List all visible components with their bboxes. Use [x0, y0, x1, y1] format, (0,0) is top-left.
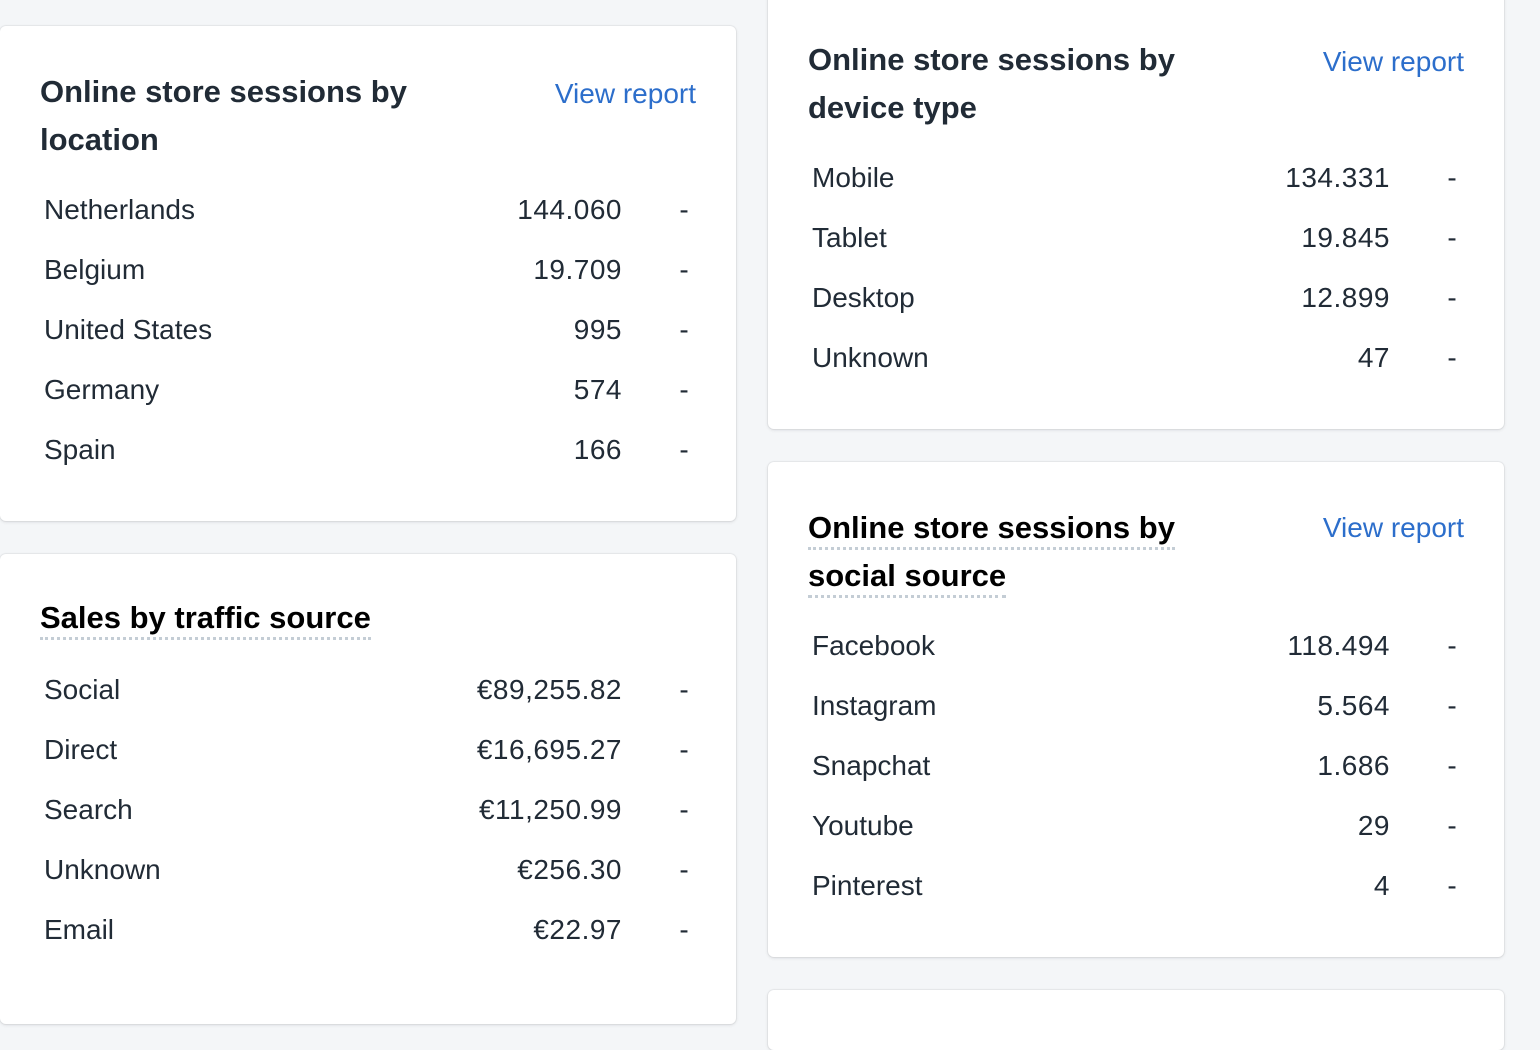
- table-row: Email €22.97 -: [44, 900, 692, 960]
- table-row: Mobile 134.331 -: [812, 148, 1460, 208]
- row-value: 1.686: [1317, 750, 1390, 781]
- view-report-link[interactable]: View report: [1322, 512, 1464, 543]
- table-row: Desktop 12.899 -: [812, 268, 1460, 328]
- row-value: €256.30: [517, 854, 622, 885]
- table-row: Belgium 19.709 -: [44, 240, 692, 300]
- row-value: 5.564: [1317, 690, 1390, 721]
- table-row: Search €11,250.99 -: [44, 780, 692, 840]
- card-title-line-2: social source: [808, 558, 1007, 598]
- row-label: Unknown: [44, 854, 161, 885]
- row-trend: -: [1447, 750, 1457, 781]
- row-value: €89,255.82: [476, 674, 622, 705]
- table-row: Youtube 29 -: [812, 796, 1460, 856]
- row-label: Email: [44, 914, 115, 945]
- row-label: Instagram: [812, 690, 937, 721]
- table-row: Netherlands 144.060 -: [44, 180, 692, 240]
- row-label: Search: [44, 794, 133, 825]
- sessions-by-social-source-card: Online store sessions by social source V…: [768, 462, 1504, 957]
- row-label: Desktop: [812, 282, 915, 313]
- row-value: 47: [1357, 342, 1390, 373]
- table-row: Unknown €256.30 -: [44, 840, 692, 900]
- row-label: Facebook: [812, 630, 935, 661]
- table-row: Spain 166 -: [44, 420, 692, 480]
- view-report-link[interactable]: View report: [554, 78, 696, 109]
- report-rows: Facebook 118.494 - Instagram 5.564 - Sna…: [812, 616, 1460, 916]
- sessions-by-device-type-card: Online store sessions by device type Vie…: [768, 0, 1504, 429]
- row-trend: -: [1447, 342, 1457, 373]
- row-trend: -: [1447, 870, 1457, 901]
- row-label: Unknown: [812, 342, 929, 373]
- card-title-text: Sales by traffic source: [40, 600, 371, 640]
- next-report-card: [768, 990, 1504, 1050]
- row-trend: -: [679, 254, 689, 285]
- report-rows: Social €89,255.82 - Direct €16,695.27 - …: [44, 660, 692, 960]
- row-value: 19.709: [533, 254, 622, 285]
- row-trend: -: [1447, 282, 1457, 313]
- table-row: Social €89,255.82 -: [44, 660, 692, 720]
- row-label: Pinterest: [812, 870, 923, 901]
- row-value: €11,250.99: [478, 794, 622, 825]
- table-row: Instagram 5.564 -: [812, 676, 1460, 736]
- table-row: Germany 574 -: [44, 360, 692, 420]
- row-trend: -: [1447, 690, 1457, 721]
- row-trend: -: [1447, 222, 1457, 253]
- row-trend: -: [679, 194, 689, 225]
- row-trend: -: [679, 794, 689, 825]
- table-row: Snapchat 1.686 -: [812, 736, 1460, 796]
- row-value: 574: [573, 374, 622, 405]
- card-title: Online store sessions by location: [40, 74, 407, 157]
- row-trend: -: [1447, 810, 1457, 841]
- table-row: Tablet 19.845 -: [812, 208, 1460, 268]
- row-value: 134.331: [1285, 162, 1390, 193]
- card-title[interactable]: Sales by traffic source: [40, 594, 640, 642]
- row-label: Netherlands: [44, 194, 195, 225]
- row-trend: -: [679, 314, 689, 345]
- sessions-by-location-card: Online store sessions by location View r…: [0, 26, 736, 521]
- report-rows: Netherlands 144.060 - Belgium 19.709 - U…: [44, 180, 692, 480]
- row-trend: -: [679, 734, 689, 765]
- row-value: 12.899: [1301, 282, 1390, 313]
- row-label: Tablet: [812, 222, 887, 253]
- row-trend: -: [679, 674, 689, 705]
- row-label: Social: [44, 674, 121, 705]
- table-row: Unknown 47 -: [812, 328, 1460, 388]
- row-label: Snapchat: [812, 750, 931, 781]
- card-title[interactable]: Online store sessions by social source: [808, 504, 1208, 600]
- card-title-line-1: Online store sessions by: [808, 510, 1175, 550]
- row-value: 4: [1373, 870, 1390, 901]
- card-title: Online store sessions by device type: [808, 42, 1175, 125]
- row-value: 166: [573, 434, 622, 465]
- row-trend: -: [679, 854, 689, 885]
- report-rows: Mobile 134.331 - Tablet 19.845 - Desktop…: [812, 148, 1460, 388]
- row-value: 29: [1357, 810, 1390, 841]
- row-label: Belgium: [44, 254, 146, 285]
- table-row: United States 995 -: [44, 300, 692, 360]
- row-label: Youtube: [812, 810, 914, 841]
- row-value: 19.845: [1301, 222, 1390, 253]
- row-value: €22.97: [533, 914, 622, 945]
- table-row: Direct €16,695.27 -: [44, 720, 692, 780]
- row-trend: -: [679, 374, 689, 405]
- table-row: Facebook 118.494 -: [812, 616, 1460, 676]
- table-row: Pinterest 4 -: [812, 856, 1460, 916]
- row-trend: -: [1447, 162, 1457, 193]
- row-label: Spain: [44, 434, 116, 465]
- row-value: 995: [573, 314, 622, 345]
- view-report-link[interactable]: View report: [1322, 46, 1464, 77]
- row-value: 118.494: [1287, 630, 1390, 661]
- row-trend: -: [679, 914, 689, 945]
- row-trend: -: [679, 434, 689, 465]
- row-label: United States: [44, 314, 213, 345]
- row-label: Mobile: [812, 162, 895, 193]
- row-value: €16,695.27: [476, 734, 622, 765]
- sales-by-traffic-source-card: Sales by traffic source Social €89,255.8…: [0, 554, 736, 1024]
- row-label: Direct: [44, 734, 118, 765]
- row-trend: -: [1447, 630, 1457, 661]
- row-value: 144.060: [517, 194, 622, 225]
- row-label: Germany: [44, 374, 160, 405]
